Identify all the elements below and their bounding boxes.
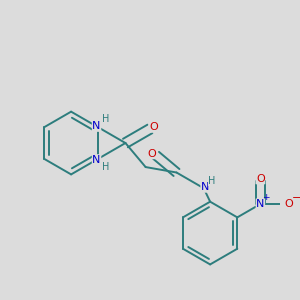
- Text: O: O: [256, 174, 265, 184]
- Text: O: O: [149, 122, 158, 132]
- Text: H: H: [102, 162, 110, 172]
- Text: N: N: [256, 199, 265, 209]
- Text: H: H: [208, 176, 216, 185]
- Text: N: N: [92, 155, 101, 165]
- Text: N: N: [92, 121, 101, 131]
- Text: O: O: [148, 148, 156, 159]
- Text: O: O: [285, 199, 293, 209]
- Text: +: +: [262, 193, 270, 202]
- Text: H: H: [102, 114, 110, 124]
- Text: N: N: [201, 182, 209, 192]
- Text: −: −: [292, 194, 300, 203]
